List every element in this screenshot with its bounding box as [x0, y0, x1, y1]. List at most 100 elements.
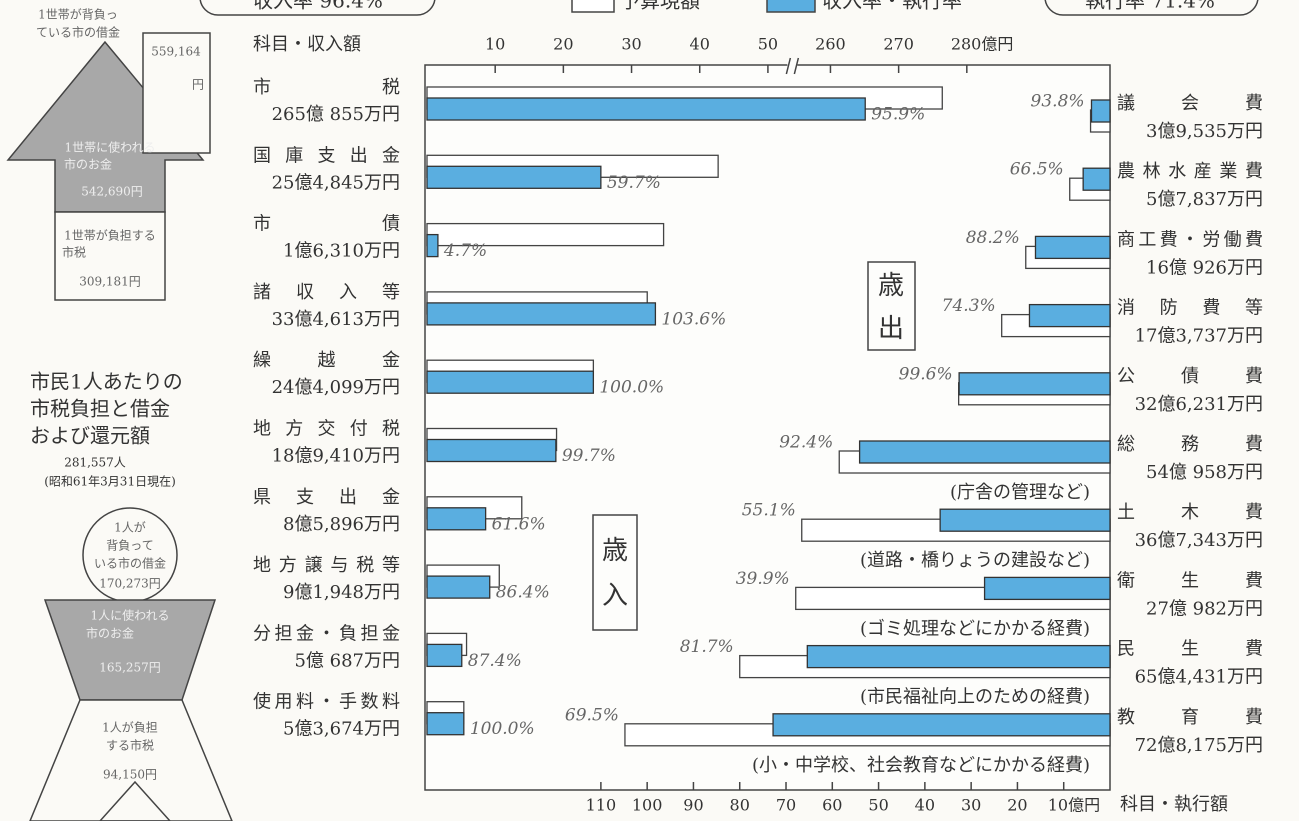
actual-bar [427, 508, 486, 530]
amount-label: 54億 958万円 [1146, 462, 1263, 483]
label: 市のお金 [86, 626, 134, 641]
label: いる市の借金 [94, 556, 166, 571]
amount-label: 16億 926万円 [1146, 257, 1263, 278]
category-name: 消防費等 [1117, 298, 1263, 319]
label: 1世帯に使われる [64, 140, 155, 155]
category-name: 市債 [253, 214, 400, 235]
label: 1人が [114, 520, 146, 535]
actual-bar [427, 235, 438, 257]
amount-label: 72億8,175万円 [1135, 735, 1263, 756]
amount-label: 32億6,231万円 [1135, 394, 1263, 415]
amount-label: 17億3,737万円 [1135, 326, 1263, 347]
note: (庁舎の管理など) [950, 482, 1090, 503]
note: (ゴミ処理などにかかる経費) [860, 618, 1090, 639]
note: (道路・橋りょうの建設など) [860, 550, 1090, 571]
rate-label: 4.7% [443, 241, 487, 261]
category-name: 総務費 [1117, 434, 1263, 455]
actual-bar [427, 713, 464, 735]
actual-bar [427, 644, 462, 666]
label: 市税 [62, 245, 86, 260]
x-tick-label: 20 [553, 35, 573, 54]
category-name: 商工費・労働費 [1117, 229, 1263, 250]
rate-label: 103.6% [661, 309, 726, 329]
actual-bar [1029, 305, 1110, 327]
actual-bar [940, 509, 1110, 531]
category-name: 使用料・手数料 [253, 692, 400, 713]
actual-bar [427, 166, 601, 188]
note: (市民福祉向上のための経費) [860, 687, 1090, 708]
legend-swatch [767, 0, 815, 12]
category-name: 県支出金 [253, 487, 400, 508]
value: 94,150円 [103, 768, 157, 782]
tag: 歳 [602, 536, 628, 566]
tag-box [593, 515, 637, 630]
value: 559,164 [151, 45, 201, 59]
actual-bar [807, 646, 1110, 668]
label: 市のお金 [64, 157, 112, 172]
tag: 出 [878, 314, 904, 344]
category-name: 分担金・負担金 [253, 623, 400, 644]
axis-title: 科目・収入額 [253, 34, 361, 55]
amount-label: 25億4,845万円 [272, 172, 400, 193]
amount-label: 65億4,431万円 [1135, 667, 1263, 688]
x-tick-label: 70 [776, 796, 796, 815]
actual-bar [427, 98, 865, 120]
rate-label: 99.6% [899, 364, 953, 384]
actual-bar [1091, 100, 1110, 122]
amount-label: 1億6,310万円 [283, 241, 400, 262]
rate-label: 39.9% [736, 569, 790, 589]
x-tick-label: 10億円 [1048, 796, 1100, 815]
rate-label: 88.2% [966, 228, 1020, 248]
amount-label: 5億7,837万円 [1146, 189, 1263, 210]
actual-bar [427, 371, 593, 393]
category-name: 諸収入等 [253, 282, 400, 303]
x-tick-label: 270 [883, 35, 914, 54]
amount-label: 33億4,613万円 [272, 309, 400, 330]
rate-label: 100.0% [470, 719, 535, 739]
rate-label: 59.7% [607, 173, 661, 193]
label: 背負って [106, 539, 153, 553]
rate-label: 69.5% [565, 705, 619, 725]
note: (小・中学校、社会教育などにかかる経費) [752, 755, 1090, 776]
label: 1人が負担 [102, 720, 158, 735]
category-name: 国庫支出金 [253, 145, 400, 166]
infographic: 収入率 96.4% 執行率 71.4% 予算現額 収入率・執行率 1世帯が背負っ… [0, 0, 1299, 821]
date: (昭和61年3月31日現在) [44, 475, 176, 489]
value: 165,257円 [99, 661, 161, 675]
rate-label: 100.0% [599, 378, 664, 398]
amount-label: 8億5,896万円 [283, 514, 400, 535]
actual-bar [427, 303, 655, 325]
category-name: 繰越金 [253, 350, 400, 371]
category-name: 衛生費 [1117, 570, 1263, 591]
rate-label: 66.5% [1010, 160, 1064, 180]
category-name: 農林水産業費 [1117, 161, 1263, 182]
value: 309,181円 [79, 275, 141, 289]
actual-bar [427, 440, 556, 462]
x-tick-label: 30 [621, 35, 641, 54]
label: 1世帯が負担する [64, 228, 156, 243]
tag: 歳 [878, 271, 904, 301]
population: 281,557人 [64, 456, 126, 470]
rate-label: 74.3% [942, 296, 996, 316]
amount-label: 9億1,948万円 [283, 582, 400, 603]
category-name: 土木費 [1117, 502, 1263, 523]
page: {"header":{"left_badge":"収入率 96.4%","rig… [0, 0, 1299, 821]
category-name: 教育費 [1117, 707, 1263, 728]
heading: 市民1人あたりの [30, 370, 183, 394]
amount-label: 27億 982万円 [1146, 598, 1263, 619]
actual-bar [1035, 236, 1110, 258]
x-tick-label: 40 [915, 796, 935, 815]
x-tick-label: 10 [485, 35, 505, 54]
x-tick-label: 50 [758, 35, 778, 54]
x-tick-label: 50 [868, 796, 888, 815]
x-tick-label: 260 [815, 35, 846, 54]
x-tick-label: 40 [690, 35, 710, 54]
tax-shape [30, 700, 232, 821]
label: 1人に使われる [90, 608, 169, 623]
category-name: 民生費 [1117, 639, 1263, 660]
rate-label: 95.9% [871, 105, 925, 125]
badge-text: 収入率 96.4% [253, 0, 383, 13]
x-tick-label: 80 [730, 796, 750, 815]
legend-swatch [572, 0, 614, 12]
rate-label: 92.4% [779, 433, 833, 453]
